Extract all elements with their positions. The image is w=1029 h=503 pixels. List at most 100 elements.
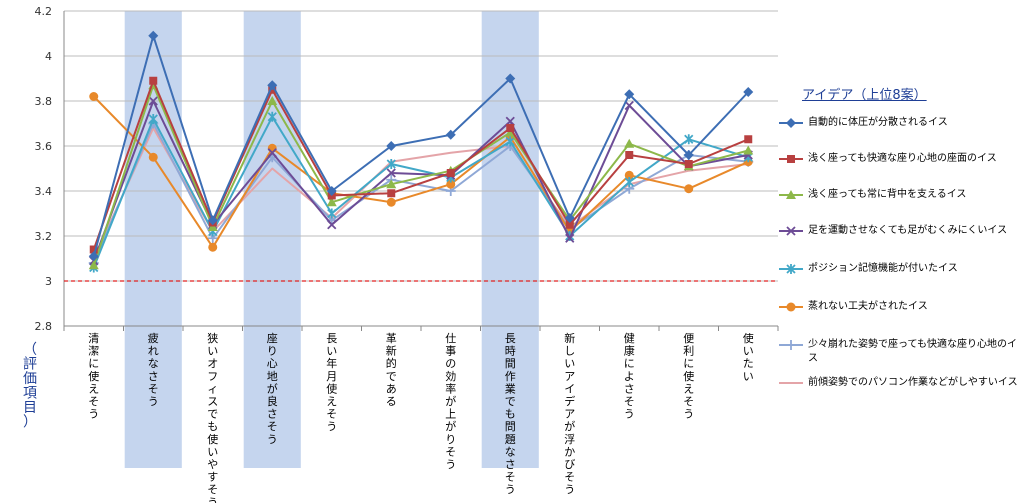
- legend-item: 足を運動させなくても足がむくみにくいイス: [778, 224, 1028, 264]
- data-point: [267, 148, 277, 158]
- x-tick-label: 長時間作業でも問題なさそう: [505, 332, 516, 496]
- legend-marker: [779, 264, 803, 274]
- data-point: [743, 87, 754, 97]
- data-point: [267, 111, 277, 122]
- legend-item: 蒸れない工夫がされたイス: [778, 300, 1028, 340]
- legend-marker: [779, 382, 803, 384]
- y-tick-label: 3: [45, 275, 52, 288]
- data-point: [786, 302, 796, 312]
- data-point: [386, 141, 397, 151]
- data-point: [787, 155, 795, 163]
- data-point: [148, 114, 158, 124]
- legend-item: ポジション記憶機能が付いたイス: [778, 262, 1028, 302]
- x-axis-label: （評価項目）: [23, 342, 37, 431]
- legend-label: 蒸れない工夫がされたイス: [808, 301, 928, 312]
- legend-marker: [779, 226, 803, 236]
- data-point: [88, 251, 99, 262]
- data-point: [446, 169, 455, 177]
- x-tick-label: 便利に使えそう: [683, 332, 694, 421]
- data-point: [786, 118, 796, 128]
- data-point: [624, 177, 634, 187]
- data-point: [327, 220, 337, 230]
- series-line: [92, 115, 749, 268]
- data-point: [684, 134, 694, 145]
- legend-marker: [779, 118, 803, 128]
- series-line: [92, 34, 750, 257]
- x-tick-label: 仕事の効率が上がりそう: [445, 332, 456, 471]
- data-point: [445, 129, 456, 140]
- data-point: [267, 143, 277, 153]
- legend-marker: [779, 302, 803, 312]
- data-point: [88, 260, 99, 270]
- series-line: [92, 79, 749, 250]
- legend-label: 少々崩れた姿勢で座っても快適な座り心地のイス: [808, 339, 1017, 364]
- y-tick-label: 3.2: [35, 230, 53, 243]
- x-tick-label: 疲れなさそう: [148, 331, 159, 408]
- data-point: [786, 340, 796, 350]
- data-point: [386, 179, 397, 189]
- legend-label: 自動的に体圧が分散されるイス: [808, 117, 948, 128]
- data-point: [327, 208, 337, 219]
- data-point: [208, 242, 218, 252]
- series-line: [92, 84, 749, 266]
- x-tick-label: 使いたい: [743, 332, 754, 383]
- data-point: [505, 73, 516, 84]
- data-point: [207, 215, 218, 226]
- legend-marker: [779, 340, 803, 350]
- data-point: [786, 190, 796, 199]
- legend-item: 前傾姿勢でのパソコン作業などがしやすいイス: [778, 376, 1028, 416]
- data-point: [564, 213, 575, 223]
- data-point: [326, 186, 337, 196]
- data-point: [624, 100, 634, 111]
- data-point: [505, 136, 515, 147]
- data-point: [786, 226, 796, 236]
- legend-label: 浅く座っても快適な座り心地の座面のイス: [808, 153, 997, 164]
- data-point: [148, 30, 159, 41]
- data-point: [744, 135, 753, 144]
- data-point: [684, 160, 693, 168]
- legend-marker: [779, 190, 803, 199]
- x-tick-label: 健康によさそう: [624, 332, 635, 421]
- legend-marker: [779, 155, 803, 163]
- legend-item: 少々崩れた姿勢で座っても快適な座り心地のイス: [778, 338, 1028, 378]
- data-point: [326, 197, 337, 207]
- data-point: [624, 170, 634, 180]
- data-point: [386, 168, 396, 178]
- x-tick-label: 長い年月使えそう: [326, 332, 337, 433]
- legend-label: ポジション記憶機能が付いたイス: [808, 263, 958, 274]
- data-point: [505, 116, 515, 126]
- data-point: [683, 150, 694, 160]
- data-point: [386, 159, 396, 169]
- legend-item: 自動的に体圧が分散されるイス: [778, 116, 1028, 156]
- legend-label: 浅く座っても常に背中を支えるイス: [808, 189, 967, 200]
- data-point: [565, 220, 574, 229]
- y-tick-label: 3.8: [35, 95, 53, 108]
- legend-item: 浅く座っても快適な座り心地の座面のイス: [778, 152, 1028, 192]
- data-point: [624, 138, 635, 148]
- data-point: [624, 89, 635, 100]
- y-tick-label: 3.4: [35, 185, 53, 198]
- data-point: [565, 233, 575, 243]
- highlight-band: [481, 11, 539, 468]
- data-point: [89, 92, 99, 101]
- data-point: [267, 96, 278, 105]
- data-point: [743, 145, 754, 155]
- data-point: [684, 184, 694, 194]
- series: [88, 30, 754, 262]
- series-line: [93, 95, 749, 249]
- data-point: [148, 96, 158, 106]
- x-tick-label: 革新的である: [386, 331, 397, 408]
- legend-label: 足を運動させなくても足がむくみにくいイス: [808, 225, 1008, 236]
- data-point: [387, 189, 396, 198]
- data-point: [625, 151, 634, 159]
- x-tick-label: 座り心地が良さそう: [267, 331, 278, 446]
- data-point: [506, 124, 515, 132]
- data-point: [148, 152, 158, 162]
- legend-label: 前傾姿勢でのパソコン作業などがしやすいイス: [808, 377, 1018, 388]
- legend-title: アイデア（上位8案）: [802, 88, 927, 103]
- data-point: [267, 80, 278, 91]
- y-tick-label: 2.8: [35, 320, 53, 333]
- y-tick-label: 3.6: [35, 140, 53, 153]
- data-point: [149, 76, 158, 85]
